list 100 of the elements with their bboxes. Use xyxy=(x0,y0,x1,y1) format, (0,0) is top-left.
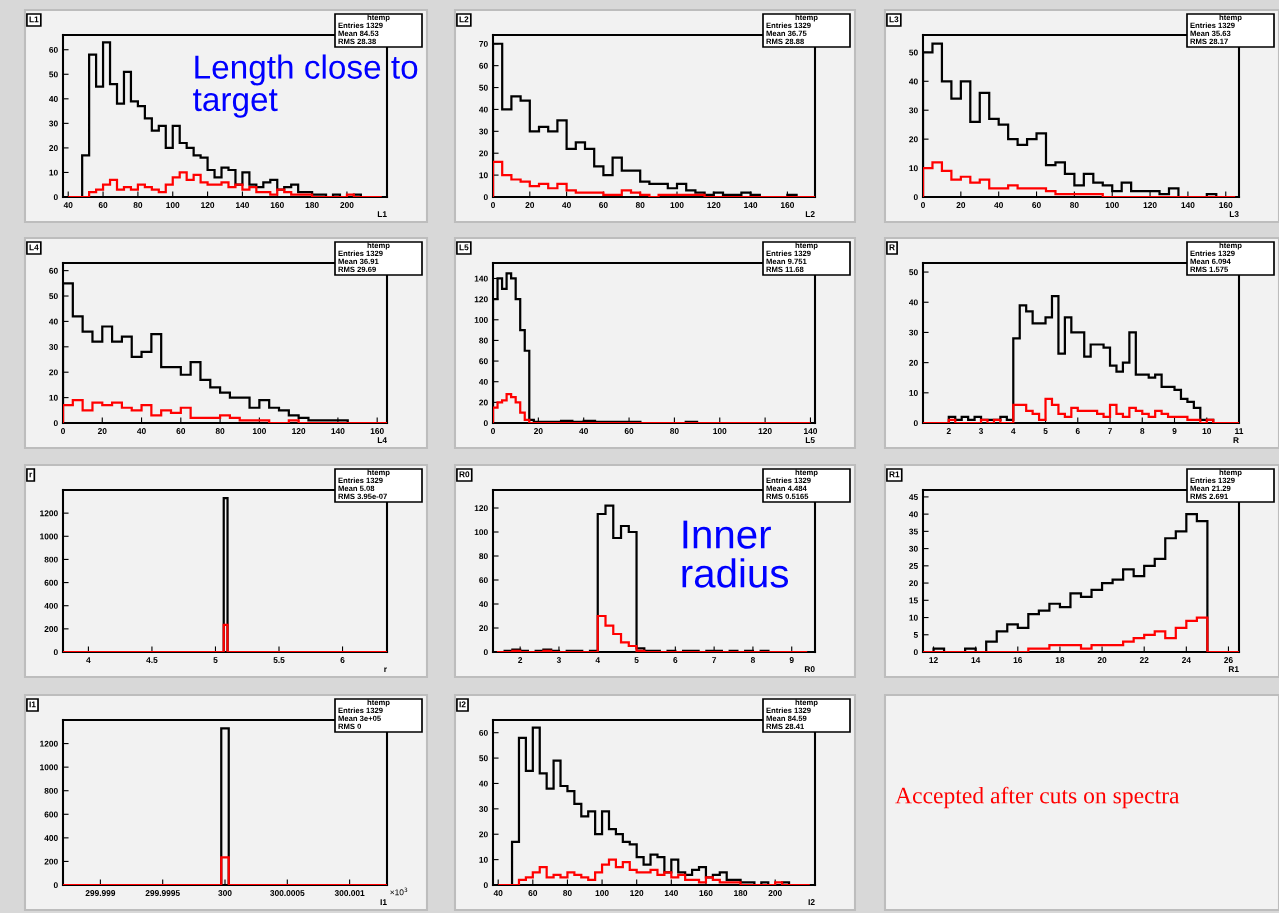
x-tick-label: 80 xyxy=(670,428,679,434)
x-tick-label: 20 xyxy=(956,202,966,208)
annotation: ×10$^{3}$ xyxy=(390,887,408,896)
x-tick-label: 4 xyxy=(595,657,601,663)
chart-title: I2 xyxy=(459,701,466,708)
y-tick-label: 100 xyxy=(474,316,488,323)
x-tick-label: 100 xyxy=(1105,202,1119,208)
x-tick-label: 40 xyxy=(137,428,146,434)
x-tick-label: 5 xyxy=(213,657,218,663)
x-tick-label: 20 xyxy=(1097,657,1107,663)
y-tick-label: 800 xyxy=(44,787,58,794)
x-tick-label: 160 xyxy=(1219,202,1233,208)
y-tick-label: 30 xyxy=(479,128,488,135)
y-tick-label: 0 xyxy=(913,649,918,656)
y-tick-label: 30 xyxy=(909,107,918,114)
y-tick-label: 50 xyxy=(909,49,918,56)
x-tick-label: 80 xyxy=(215,428,225,434)
x-axis-title: I1 xyxy=(380,899,387,905)
x-tick-label: 140 xyxy=(744,202,758,208)
x-tick-label: 8 xyxy=(1140,428,1145,434)
x-tick-label: 7 xyxy=(712,657,717,663)
chart-title: R1 xyxy=(889,471,900,478)
y-tick-label: 50 xyxy=(479,755,488,762)
x-tick-label: 120 xyxy=(1143,202,1157,208)
x-tick-label: 60 xyxy=(528,890,538,896)
x-tick-label: 100 xyxy=(166,202,180,208)
y-tick-label: 20 xyxy=(479,150,488,157)
y-tick-label: 100 xyxy=(474,529,488,536)
x-tick-label: 299.999 xyxy=(85,890,116,896)
x-tick-label: 200 xyxy=(340,202,354,208)
y-tick-label: 0 xyxy=(53,194,58,201)
x-tick-label: 60 xyxy=(599,202,608,208)
y-tick-label: 30 xyxy=(909,545,918,552)
y-tick-label: 1000 xyxy=(40,533,58,540)
chart-title: I1 xyxy=(29,701,36,708)
chart-title: L4 xyxy=(29,244,39,251)
y-tick-label: 10 xyxy=(909,614,918,621)
x-tick-label: 180 xyxy=(734,890,748,896)
x-tick-label: 11 xyxy=(1235,428,1244,434)
y-tick-label: 120 xyxy=(474,505,488,512)
y-tick-label: 10 xyxy=(479,172,488,179)
x-tick-label: 120 xyxy=(758,428,772,434)
y-tick-label: 30 xyxy=(909,329,918,336)
y-tick-label: 25 xyxy=(909,563,918,569)
y-tick-label: 20 xyxy=(479,399,488,406)
y-tick-label: 30 xyxy=(479,806,488,812)
x-tick-label: 160 xyxy=(699,890,713,896)
chart-title: r xyxy=(29,472,33,478)
x-tick-label: 160 xyxy=(270,202,284,208)
x-tick-label: 9 xyxy=(789,657,794,663)
y-tick-label: 40 xyxy=(479,780,488,787)
x-axis-title: L5 xyxy=(805,437,815,444)
x-tick-label: 40 xyxy=(63,202,73,208)
x-tick-label: 0 xyxy=(491,428,495,434)
y-tick-label: 1200 xyxy=(40,740,58,747)
x-tick-label: 140 xyxy=(804,428,818,434)
x-tick-label: 60 xyxy=(176,428,186,434)
y-tick-label: 200 xyxy=(44,626,58,632)
chart-title: L2 xyxy=(459,16,469,23)
y-tick-label: 60 xyxy=(479,729,488,736)
y-tick-label: 20 xyxy=(909,359,918,366)
y-tick-label: 60 xyxy=(479,358,488,365)
y-tick-label: 400 xyxy=(44,602,58,609)
x-tick-label: 6 xyxy=(673,657,678,663)
y-tick-label: 50 xyxy=(479,84,488,91)
x-tick-label: 300.0005 xyxy=(270,890,305,896)
y-tick-label: 40 xyxy=(479,378,488,385)
y-tick-label: 30 xyxy=(49,120,58,127)
x-tick-label: 4.5 xyxy=(146,657,158,663)
x-tick-label: 5 xyxy=(634,657,639,663)
chart-title: R0 xyxy=(459,471,470,478)
x-tick-label: 160 xyxy=(370,428,384,434)
x-axis-title: R1 xyxy=(1228,666,1239,672)
x-tick-label: 0 xyxy=(921,202,925,208)
x-tick-label: 3 xyxy=(556,657,561,663)
y-tick-label: 0 xyxy=(483,420,488,427)
y-tick-label: 0 xyxy=(53,420,58,427)
y-tick-label: 60 xyxy=(479,62,488,69)
x-tick-label: 80 xyxy=(133,202,143,208)
chart-title: L3 xyxy=(889,16,899,23)
y-tick-label: 40 xyxy=(909,511,918,518)
y-tick-label: 20 xyxy=(909,136,918,143)
x-tick-label: 100 xyxy=(670,202,684,208)
x-tick-label: 100 xyxy=(713,428,727,434)
y-tick-label: 10 xyxy=(909,165,918,172)
x-axis-title: L3 xyxy=(1229,211,1239,218)
x-tick-label: 2 xyxy=(946,428,951,434)
y-tick-label: 80 xyxy=(479,337,488,344)
y-tick-label: 0 xyxy=(53,649,58,656)
x-axis-title: L1 xyxy=(377,211,387,217)
y-tick-label: 20 xyxy=(479,831,488,838)
y-tick-label: 10 xyxy=(49,394,58,401)
y-tick-label: 15 xyxy=(909,597,918,604)
x-tick-label: 2 xyxy=(518,657,523,663)
x-tick-label: 180 xyxy=(305,202,319,208)
x-tick-label: 5.5 xyxy=(273,657,285,663)
y-tick-label: 10 xyxy=(479,856,488,863)
y-tick-label: 50 xyxy=(49,71,58,78)
y-tick-label: 20 xyxy=(49,369,58,376)
y-tick-label: 1200 xyxy=(40,510,58,517)
